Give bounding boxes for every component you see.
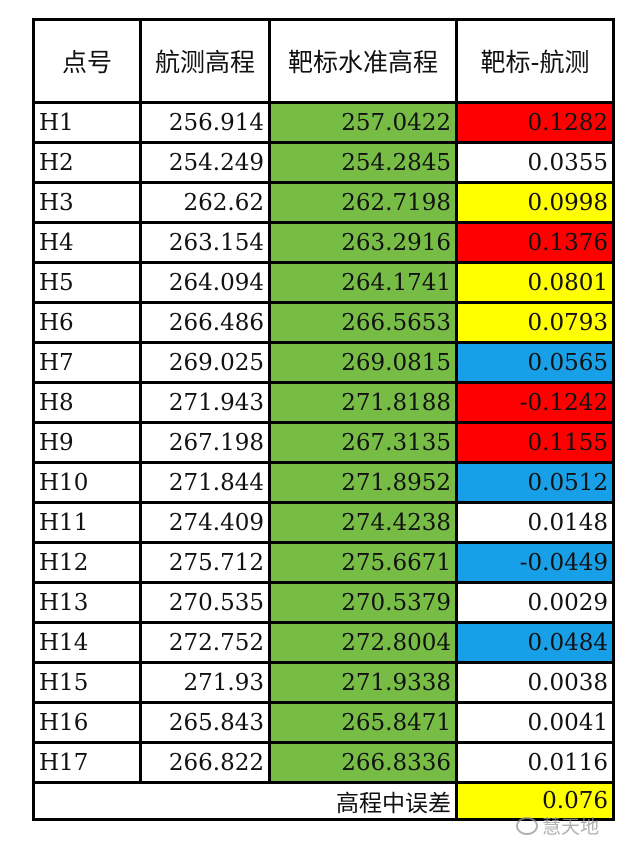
table-row: H8 271.943 271.8188 -0.1242: [32, 381, 615, 424]
header-row: 点号 航测高程 靶标水准高程 靶标-航测: [32, 18, 615, 104]
difference-cell: 0.0038: [455, 661, 615, 704]
difference-cell: 0.1282: [455, 101, 615, 144]
aerial-elevation-cell: 271.844: [139, 461, 271, 504]
aerial-elevation-cell: 271.93: [139, 661, 271, 704]
target-elevation-cell: 266.8336: [268, 741, 458, 784]
difference-cell: 0.0041: [455, 701, 615, 744]
target-elevation-cell: 266.5653: [268, 301, 458, 344]
target-elevation-cell: 257.0422: [268, 101, 458, 144]
difference-cell: 0.0116: [455, 741, 615, 784]
target-elevation-cell: 274.4238: [268, 501, 458, 544]
aerial-elevation-cell: 266.486: [139, 301, 271, 344]
aerial-elevation-cell: 264.094: [139, 261, 271, 304]
difference-cell: -0.1242: [455, 381, 615, 424]
table-row: H16 265.843 265.8471 0.0041: [32, 701, 615, 744]
difference-cell: 0.0565: [455, 341, 615, 384]
table-row: H10 271.844 271.8952 0.0512: [32, 461, 615, 504]
aerial-elevation-cell: 262.62: [139, 181, 271, 224]
target-elevation-cell: 263.2916: [268, 221, 458, 264]
target-elevation-cell: 254.2845: [268, 141, 458, 184]
aerial-elevation-cell: 270.535: [139, 581, 271, 624]
difference-cell: 0.0148: [455, 501, 615, 544]
table-row: H2 254.249 254.2845 0.0355: [32, 141, 615, 184]
point-id-cell: H17: [32, 741, 142, 784]
target-elevation-cell: 275.6671: [268, 541, 458, 584]
point-id-cell: H8: [32, 381, 142, 424]
point-id-cell: H2: [32, 141, 142, 184]
aerial-elevation-cell: 275.712: [139, 541, 271, 584]
point-id-cell: H15: [32, 661, 142, 704]
table-row: H6 266.486 266.5653 0.0793: [32, 301, 615, 344]
table-row: H4 263.154 263.2916 0.1376: [32, 221, 615, 264]
difference-cell: -0.0449: [455, 541, 615, 584]
table-row: H9 267.198 267.3135 0.1155: [32, 421, 615, 464]
table-row: H1 256.914 257.0422 0.1282: [32, 101, 615, 144]
header-aerial-elevation: 航测高程: [139, 18, 271, 104]
difference-cell: 0.1376: [455, 221, 615, 264]
table-row: H13 270.535 270.5379 0.0029: [32, 581, 615, 624]
aerial-elevation-cell: 269.025: [139, 341, 271, 384]
aerial-elevation-cell: 274.409: [139, 501, 271, 544]
point-id-cell: H16: [32, 701, 142, 744]
point-id-cell: H9: [32, 421, 142, 464]
aerial-elevation-cell: 254.249: [139, 141, 271, 184]
aerial-elevation-cell: 265.843: [139, 701, 271, 744]
target-elevation-cell: 265.8471: [268, 701, 458, 744]
table-row: H17 266.822 266.8336 0.0116: [32, 741, 615, 784]
target-elevation-cell: 271.9338: [268, 661, 458, 704]
difference-cell: 0.0793: [455, 301, 615, 344]
point-id-cell: H5: [32, 261, 142, 304]
aerial-elevation-cell: 256.914: [139, 101, 271, 144]
header-point-id: 点号: [32, 18, 142, 104]
target-elevation-cell: 272.8004: [268, 621, 458, 664]
point-id-cell: H10: [32, 461, 142, 504]
table-row: H15 271.93 271.9338 0.0038: [32, 661, 615, 704]
point-id-cell: H11: [32, 501, 142, 544]
table-row: H14 272.752 272.8004 0.0484: [32, 621, 615, 664]
target-elevation-cell: 271.8188: [268, 381, 458, 424]
summary-value: 0.076: [455, 781, 615, 821]
point-id-cell: H12: [32, 541, 142, 584]
target-elevation-cell: 270.5379: [268, 581, 458, 624]
target-elevation-cell: 264.1741: [268, 261, 458, 304]
difference-cell: 0.0801: [455, 261, 615, 304]
point-id-cell: H6: [32, 301, 142, 344]
table-row: H5 264.094 264.1741 0.0801: [32, 261, 615, 304]
point-id-cell: H13: [32, 581, 142, 624]
aerial-elevation-cell: 263.154: [139, 221, 271, 264]
aerial-elevation-cell: 271.943: [139, 381, 271, 424]
difference-cell: 0.1155: [455, 421, 615, 464]
table-row: H7 269.025 269.0815 0.0565: [32, 341, 615, 384]
target-elevation-cell: 267.3135: [268, 421, 458, 464]
target-elevation-cell: 271.8952: [268, 461, 458, 504]
difference-cell: 0.0029: [455, 581, 615, 624]
point-id-cell: H7: [32, 341, 142, 384]
difference-cell: 0.0512: [455, 461, 615, 504]
table-row: H3 262.62 262.7198 0.0998: [32, 181, 615, 224]
table-row: H12 275.712 275.6671 -0.0449: [32, 541, 615, 584]
aerial-elevation-cell: 267.198: [139, 421, 271, 464]
difference-cell: 0.0998: [455, 181, 615, 224]
summary-label: 高程中误差: [32, 781, 458, 821]
point-id-cell: H4: [32, 221, 142, 264]
target-elevation-cell: 262.7198: [268, 181, 458, 224]
elevation-table: 点号 航测高程 靶标水准高程 靶标-航测 H1 256.914 257.0422 0.…: [32, 18, 615, 821]
target-elevation-cell: 269.0815: [268, 341, 458, 384]
header-target-level-elevation: 靶标水准高程: [268, 18, 458, 104]
header-difference: 靶标-航测: [455, 18, 615, 104]
point-id-cell: H1: [32, 101, 142, 144]
aerial-elevation-cell: 272.752: [139, 621, 271, 664]
point-id-cell: H3: [32, 181, 142, 224]
difference-cell: 0.0355: [455, 141, 615, 184]
aerial-elevation-cell: 266.822: [139, 741, 271, 784]
summary-row: 高程中误差 0.076: [32, 781, 615, 821]
table-row: H11 274.409 274.4238 0.0148: [32, 501, 615, 544]
point-id-cell: H14: [32, 621, 142, 664]
difference-cell: 0.0484: [455, 621, 615, 664]
